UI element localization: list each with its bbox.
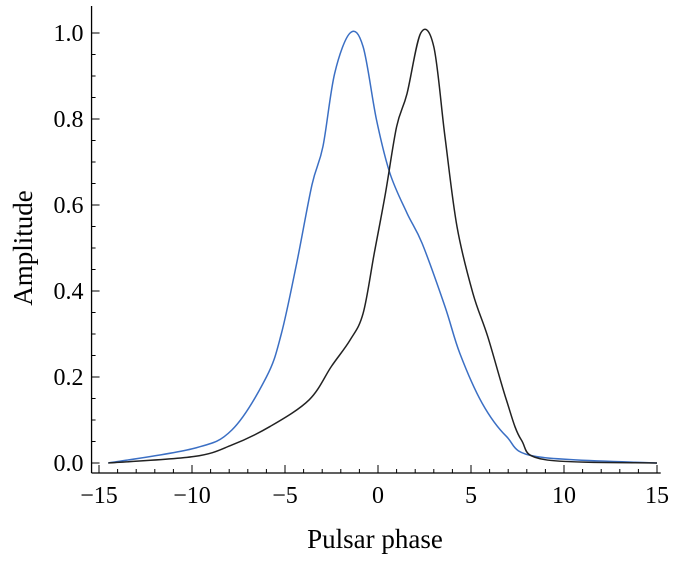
series-line-black bbox=[108, 28, 658, 464]
x-tick-label: 10 bbox=[552, 483, 576, 509]
x-tick-label: 0 bbox=[372, 483, 384, 509]
x-axis-label: Pulsar phase bbox=[307, 524, 443, 554]
x-tick-label: 5 bbox=[465, 483, 477, 509]
y-tick-label: 0.0 bbox=[54, 451, 84, 477]
x-tick-labels: −15 −10 −5 0 5 10 15 bbox=[80, 483, 669, 509]
series-line-blue bbox=[108, 30, 658, 464]
x-tick-label: 15 bbox=[645, 483, 669, 509]
y-tick-label: 0.6 bbox=[54, 193, 84, 219]
y-tick-label: 0.8 bbox=[54, 107, 84, 133]
x-tick-label: −15 bbox=[80, 483, 118, 509]
y-tick-label: 0.2 bbox=[54, 365, 84, 391]
series-lines bbox=[108, 28, 658, 464]
x-tick-label: −10 bbox=[173, 483, 211, 509]
y-tick-label: 1.0 bbox=[54, 21, 84, 47]
y-tick-labels: 0.0 0.2 0.4 0.6 0.8 1.0 bbox=[54, 21, 84, 477]
y-axis-label: Amplitude bbox=[8, 190, 38, 306]
x-tick-label: −5 bbox=[272, 483, 298, 509]
y-tick-label: 0.4 bbox=[54, 279, 84, 305]
axes bbox=[90, 6, 661, 474]
